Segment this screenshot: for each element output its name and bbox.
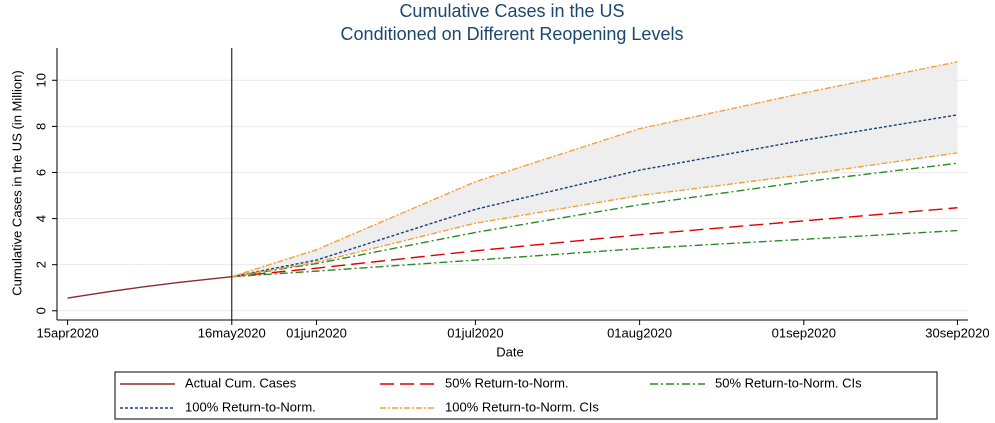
legend-box: [114, 371, 938, 420]
x-tick-label: 01sep2020: [772, 325, 836, 340]
legend-label: 50% Return-to-Norm.: [445, 375, 569, 390]
x-axis-label: Date: [496, 344, 523, 359]
series-line: [231, 229, 958, 278]
legend-label: 100% Return-to-Norm. CIs: [445, 399, 599, 414]
series-line: [231, 207, 958, 278]
y-tick-label: 8: [33, 123, 48, 130]
legend-label: Actual Cum. Cases: [185, 375, 297, 390]
x-tick-label: 01jul2020: [447, 325, 503, 340]
ci-band: [231, 61, 958, 277]
y-tick-label: 0: [33, 307, 48, 314]
x-tick-label: 30sep2020: [925, 325, 989, 340]
x-tick-label: 16may2020: [198, 325, 266, 340]
x-tick-label: 01aug2020: [607, 325, 672, 340]
y-axis-label: Cumulative Cases in the US (in Million): [9, 70, 24, 295]
series-line: [231, 114, 958, 278]
y-tick-label: 2: [33, 261, 48, 268]
y-tick-label: 4: [33, 215, 48, 222]
legend-label: 100% Return-to-Norm.: [185, 399, 316, 414]
x-tick-label: 01jun2020: [286, 325, 347, 340]
chart-subtitle: Conditioned on Different Reopening Level…: [341, 24, 684, 44]
y-tick-label: 6: [33, 169, 48, 176]
series-line: [231, 162, 958, 278]
chart-title: Cumulative Cases in the US: [399, 1, 624, 21]
series-line: [67, 275, 232, 299]
legend-label: 50% Return-to-Norm. CIs: [715, 375, 862, 390]
y-tick-label: 10: [33, 73, 48, 87]
x-tick-label: 15apr2020: [37, 325, 99, 340]
series-line: [231, 152, 958, 278]
series-line: [231, 61, 958, 278]
